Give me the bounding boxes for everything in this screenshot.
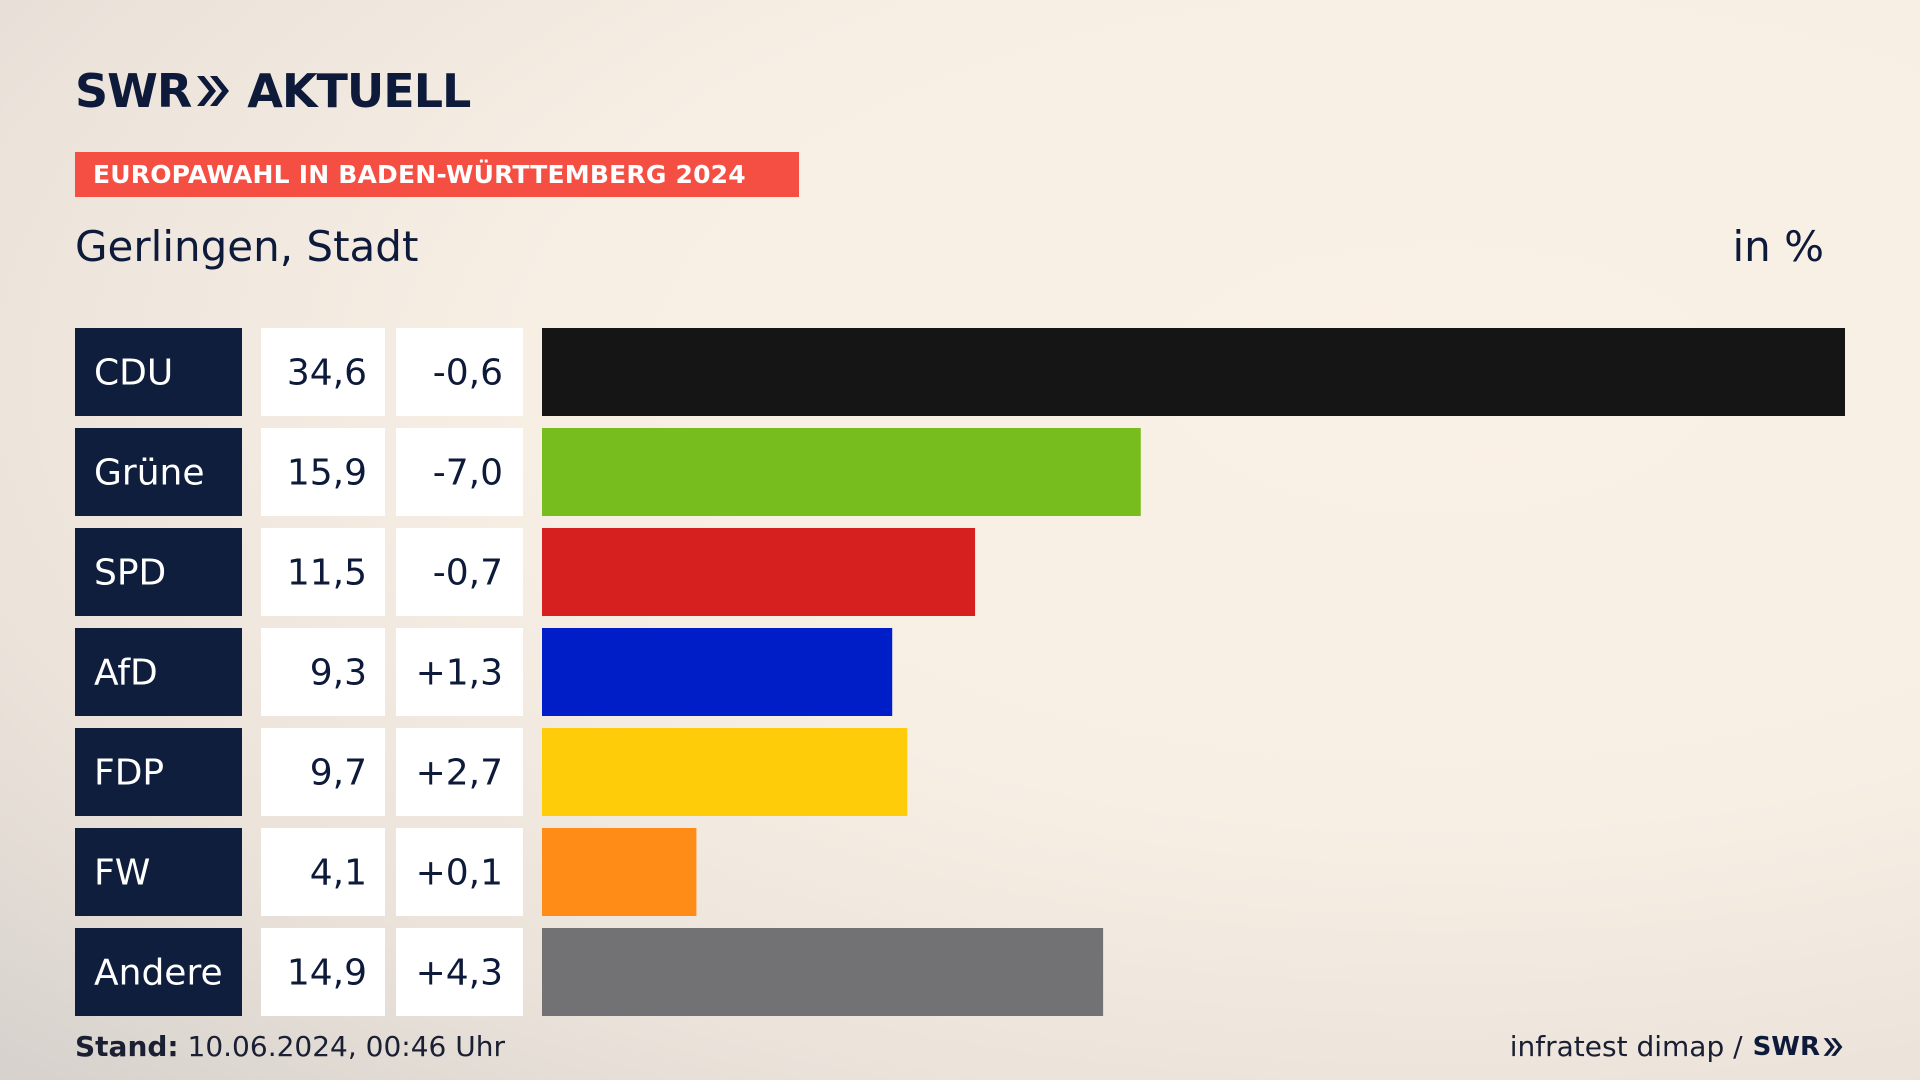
party-label: AfD — [94, 653, 158, 694]
value-label: 9,7 — [310, 753, 367, 794]
party-label: FW — [94, 853, 150, 894]
footer-double-chevron-icon — [1823, 1037, 1843, 1056]
value-box — [261, 828, 385, 916]
change-label: +2,7 — [416, 753, 503, 794]
party-label: Grüne — [94, 453, 204, 494]
swr-aktuell-logo: SWR AKTUELL — [75, 64, 471, 118]
change-label: +4,3 — [416, 953, 503, 994]
value-box — [261, 328, 385, 416]
party-label: CDU — [94, 353, 173, 394]
unit-label: in % — [1732, 222, 1824, 271]
change-label: -7,0 — [433, 453, 503, 494]
value-label: 11,5 — [287, 553, 367, 594]
logo-aktuell-text: AKTUELL — [247, 64, 471, 118]
change-box — [396, 528, 523, 616]
change-box — [396, 628, 523, 716]
value-box — [261, 928, 385, 1016]
party-label-box — [75, 928, 242, 1016]
value-label: 34,6 — [287, 353, 367, 394]
change-box — [396, 728, 523, 816]
change-label: +1,3 — [416, 653, 503, 694]
party-label-box — [75, 728, 242, 816]
change-label: +0,1 — [416, 853, 503, 894]
logo-swr-text: SWR — [75, 64, 192, 118]
bar-afd — [542, 628, 893, 716]
change-box — [396, 928, 523, 1016]
change-box — [396, 828, 523, 916]
election-banner: EUROPAWAHL IN BADEN-WÜRTTEMBERG 2024 — [75, 152, 799, 197]
party-label-box — [75, 328, 242, 416]
bar-fw — [542, 828, 697, 916]
stand-value: 10.06.2024, 00:46 Uhr — [187, 1030, 505, 1063]
source-credit: infratest dimap / SWR — [1510, 1030, 1844, 1063]
bar-grüne — [542, 428, 1141, 516]
place-title: Gerlingen, Stadt — [75, 222, 419, 271]
value-label: 9,3 — [310, 653, 367, 694]
change-label: -0,6 — [433, 353, 503, 394]
timestamp: Stand: 10.06.2024, 00:46 Uhr — [75, 1030, 505, 1063]
bar-fdp — [542, 728, 908, 816]
bar-andere — [542, 928, 1104, 1016]
double-chevron-icon — [197, 76, 230, 106]
footer-swr-logo: SWR — [1753, 1032, 1844, 1062]
value-box — [261, 628, 385, 716]
stand-label: Stand: — [75, 1030, 179, 1063]
party-label-box — [75, 428, 242, 516]
change-box — [396, 328, 523, 416]
party-label: Andere — [94, 953, 223, 994]
party-label-box — [75, 528, 242, 616]
change-label: -0,7 — [433, 553, 503, 594]
footer-logo-text: SWR — [1752, 1031, 1820, 1062]
party-label-box — [75, 828, 242, 916]
value-label: 4,1 — [310, 853, 367, 894]
change-box — [396, 428, 523, 516]
value-box — [261, 428, 385, 516]
results-chart: CDU 34,6 -0,6 Grüne 15,9 -7,0 SPD 11,5 -0,7 AfD 9,… — [75, 328, 1845, 1016]
party-label: FDP — [94, 753, 164, 794]
value-label: 14,9 — [287, 953, 367, 994]
bar-spd — [542, 528, 976, 616]
source-text: infratest dimap / — [1509, 1030, 1743, 1063]
value-box — [261, 528, 385, 616]
value-box — [261, 728, 385, 816]
party-label: SPD — [94, 553, 166, 594]
bar-cdu — [542, 328, 1845, 416]
value-label: 15,9 — [287, 453, 367, 494]
party-label-box — [75, 628, 242, 716]
